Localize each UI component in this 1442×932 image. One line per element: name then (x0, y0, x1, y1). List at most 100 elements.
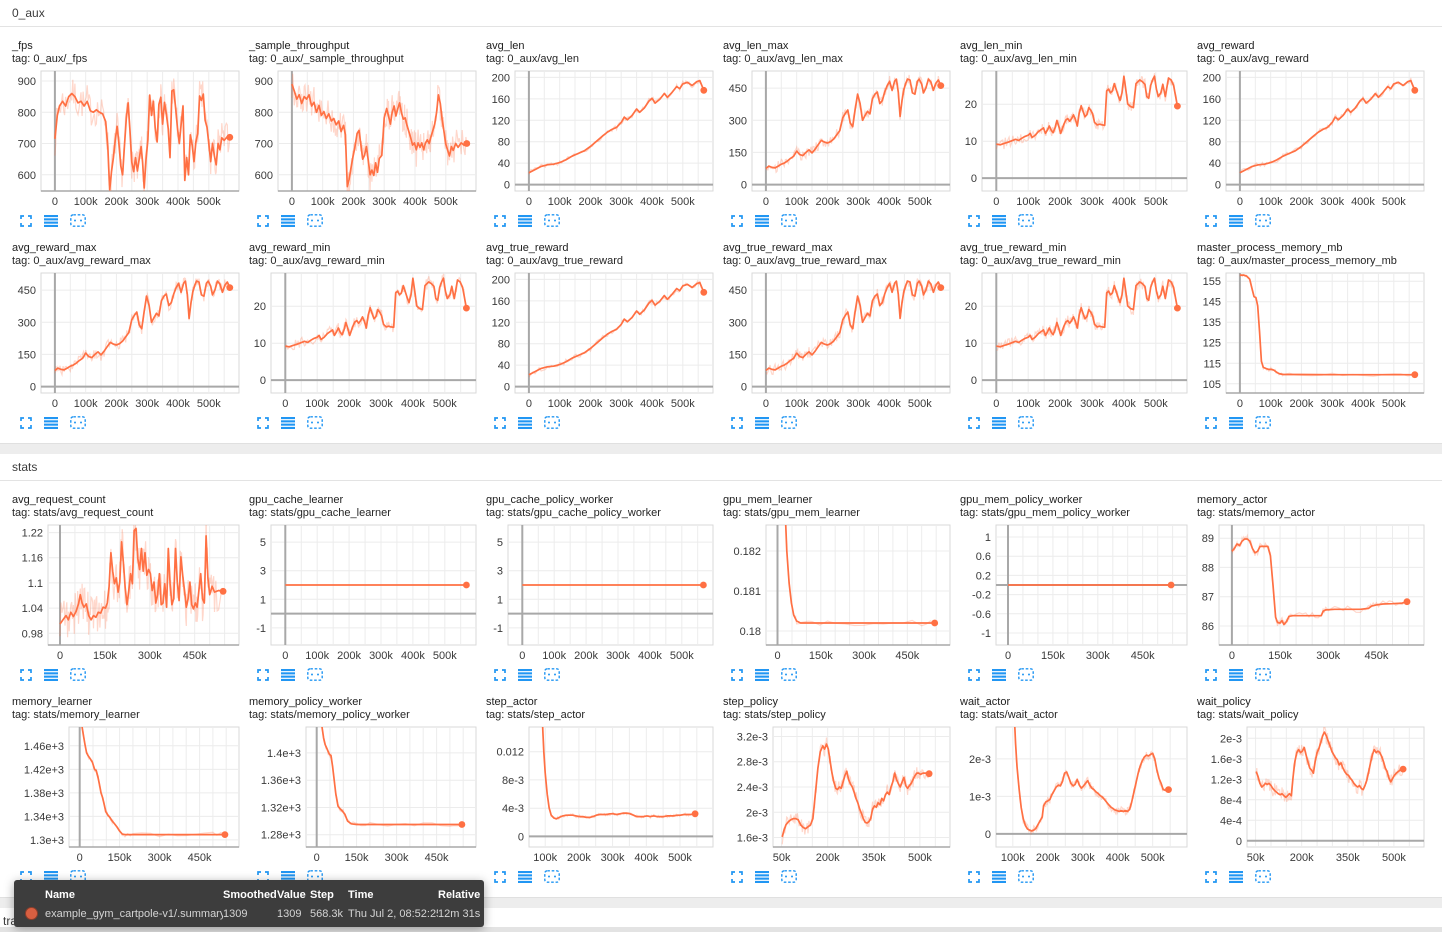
fit-domain-icon[interactable] (1018, 214, 1034, 227)
fit-domain-icon[interactable] (1255, 870, 1271, 883)
fit-domain-icon[interactable] (1255, 416, 1271, 429)
expand-chart-icon[interactable] (494, 214, 506, 227)
fit-domain-icon[interactable] (1018, 416, 1034, 429)
toggle-runs-icon[interactable] (44, 668, 58, 681)
line-chart-canvas[interactable]: 600 700 800 900 0 100k 200k 300k 400k 500k (12, 69, 242, 211)
line-chart-canvas[interactable]: 0 4e-4 8e-4 1.2e-3 1.6e-3 2e-3 50k 200k 350k 500k (1197, 725, 1427, 867)
toggle-runs-icon[interactable] (518, 416, 532, 429)
expand-chart-icon[interactable] (20, 214, 32, 227)
toggle-runs-icon[interactable] (281, 668, 295, 681)
toggle-runs-icon[interactable] (1229, 668, 1243, 681)
fit-domain-icon[interactable] (1255, 668, 1271, 681)
line-chart-canvas[interactable]: -1 1 3 5 0 100k 200k 300k 400k 500k (486, 523, 716, 665)
x-tick-label: 200k (1048, 398, 1072, 410)
section-header-0_aux[interactable]: 0_aux (0, 0, 1442, 27)
expand-chart-icon[interactable] (1205, 214, 1217, 227)
smoothed-series-line (528, 281, 705, 376)
toggle-runs-icon[interactable] (518, 214, 532, 227)
line-chart-canvas[interactable]: 0.18 0.181 0.182 0 150k 300k 450k (723, 523, 953, 665)
expand-chart-icon[interactable] (1205, 870, 1217, 883)
fit-domain-icon[interactable] (307, 668, 323, 681)
toggle-runs-icon[interactable] (755, 870, 769, 883)
line-chart-canvas[interactable]: 0 40 80 120 160 200 0 100k 200k 300k 400k 500k (486, 271, 716, 413)
line-chart-canvas[interactable]: 1.6e-3 2e-3 2.4e-3 2.8e-3 3.2e-3 50k 200k 350k 5… (723, 725, 953, 867)
expand-chart-icon[interactable] (257, 870, 269, 883)
line-chart-canvas[interactable]: 0 4e-3 8e-3 0.012 100k 200k 300k 400k 500k (486, 725, 716, 867)
line-chart-canvas[interactable]: 0 150 300 450 0 100k 200k 300k 400k 500k (723, 69, 953, 211)
line-chart-canvas[interactable]: -1 -0.6 -0.2 0.2 0.6 1 0 150k 300k 450k (960, 523, 1190, 665)
expand-chart-icon[interactable] (257, 668, 269, 681)
line-chart-canvas[interactable]: 0 40 80 120 160 200 0 100k 200k 300k 400k 500k (486, 69, 716, 211)
fit-domain-icon[interactable] (781, 416, 797, 429)
expand-chart-icon[interactable] (968, 416, 980, 429)
expand-chart-icon[interactable] (968, 870, 980, 883)
toggle-runs-icon[interactable] (1229, 416, 1243, 429)
expand-chart-icon[interactable] (257, 214, 269, 227)
toggle-runs-icon[interactable] (44, 416, 58, 429)
expand-chart-icon[interactable] (731, 668, 743, 681)
fit-domain-icon[interactable] (544, 870, 560, 883)
line-chart-canvas[interactable]: 0 1e-3 2e-3 100k 200k 300k 400k 500k (960, 725, 1190, 867)
toggle-runs-icon[interactable] (992, 416, 1006, 429)
toggle-runs-icon[interactable] (992, 214, 1006, 227)
fit-domain-icon[interactable] (70, 214, 86, 227)
fit-domain-icon[interactable] (781, 214, 797, 227)
x-tick-label: 200k (1289, 398, 1313, 410)
toggle-runs-icon[interactable] (755, 668, 769, 681)
expand-chart-icon[interactable] (731, 870, 743, 883)
toggle-runs-icon[interactable] (1229, 214, 1243, 227)
toggle-runs-icon[interactable] (518, 668, 532, 681)
toggle-runs-icon[interactable] (281, 214, 295, 227)
expand-chart-icon[interactable] (494, 668, 506, 681)
fit-domain-icon[interactable] (1018, 668, 1034, 681)
toggle-runs-icon[interactable] (755, 214, 769, 227)
toggle-runs-icon[interactable] (44, 214, 58, 227)
line-chart-canvas[interactable]: 0 10 20 0 100k 200k 300k 400k 500k (960, 271, 1190, 413)
fit-domain-icon[interactable] (307, 214, 323, 227)
toggle-runs-icon[interactable] (281, 416, 295, 429)
expand-chart-icon[interactable] (1205, 668, 1217, 681)
fit-domain-icon[interactable] (781, 668, 797, 681)
expand-chart-icon[interactable] (968, 214, 980, 227)
fit-domain-icon[interactable] (70, 668, 86, 681)
section-header-stats[interactable]: stats (0, 454, 1442, 481)
line-chart-canvas[interactable]: 0 10 20 0 100k 200k 300k 400k 500k (249, 271, 479, 413)
expand-chart-icon[interactable] (20, 668, 32, 681)
expand-chart-icon[interactable] (731, 214, 743, 227)
expand-chart-icon[interactable] (1205, 416, 1217, 429)
expand-chart-icon[interactable] (494, 416, 506, 429)
y-tick-label: 20 (965, 99, 977, 111)
toggle-runs-icon[interactable] (518, 870, 532, 883)
run-name: example_gym_cartpole-v1/.summary/0 (45, 907, 223, 920)
fit-domain-icon[interactable] (307, 416, 323, 429)
line-chart-canvas[interactable]: -1 1 3 5 0 100k 200k 300k 400k 500k (249, 523, 479, 665)
expand-chart-icon[interactable] (20, 870, 32, 883)
fit-domain-icon[interactable] (544, 214, 560, 227)
fit-domain-icon[interactable] (1255, 214, 1271, 227)
expand-chart-icon[interactable] (257, 416, 269, 429)
fit-domain-icon[interactable] (781, 870, 797, 883)
expand-chart-icon[interactable] (20, 416, 32, 429)
line-chart-canvas[interactable]: 105 115 125 135 145 155 0 100k 200k 300k 400k 500k (1197, 271, 1427, 413)
expand-chart-icon[interactable] (731, 416, 743, 429)
fit-domain-icon[interactable] (544, 668, 560, 681)
toggle-runs-icon[interactable] (755, 416, 769, 429)
line-chart-canvas[interactable]: 0 10 20 0 100k 200k 300k 400k 500k (960, 69, 1190, 211)
line-chart-canvas[interactable]: 1.28e+3 1.32e+3 1.36e+3 1.4e+3 0 150k 300k 450k (249, 725, 479, 867)
line-chart-canvas[interactable]: 0.98 1.04 1.1 1.16 1.22 0 150k 300k 450k (12, 523, 242, 665)
fit-domain-icon[interactable] (70, 416, 86, 429)
toggle-runs-icon[interactable] (992, 668, 1006, 681)
smoothed-series-line (1255, 731, 1404, 799)
fit-domain-icon[interactable] (1018, 870, 1034, 883)
toggle-runs-icon[interactable] (992, 870, 1006, 883)
line-chart-canvas[interactable]: 1.3e+3 1.34e+3 1.38e+3 1.42e+3 1.46e+3 0 150k 3… (12, 725, 242, 867)
fit-domain-icon[interactable] (544, 416, 560, 429)
toggle-runs-icon[interactable] (1229, 870, 1243, 883)
expand-chart-icon[interactable] (968, 668, 980, 681)
line-chart-canvas[interactable]: 0 150 300 450 0 100k 200k 300k 400k 500k (12, 271, 242, 413)
line-chart-canvas[interactable]: 0 150 300 450 0 100k 200k 300k 400k 500k (723, 271, 953, 413)
line-chart-canvas[interactable]: 86 87 88 89 0 150k 300k 450k (1197, 523, 1427, 665)
line-chart-canvas[interactable]: 0 40 80 120 160 200 0 100k 200k 300k 400k 500k (1197, 69, 1427, 211)
line-chart-canvas[interactable]: 600 700 800 900 0 100k 200k 300k 400k 500k (249, 69, 479, 211)
expand-chart-icon[interactable] (494, 870, 506, 883)
